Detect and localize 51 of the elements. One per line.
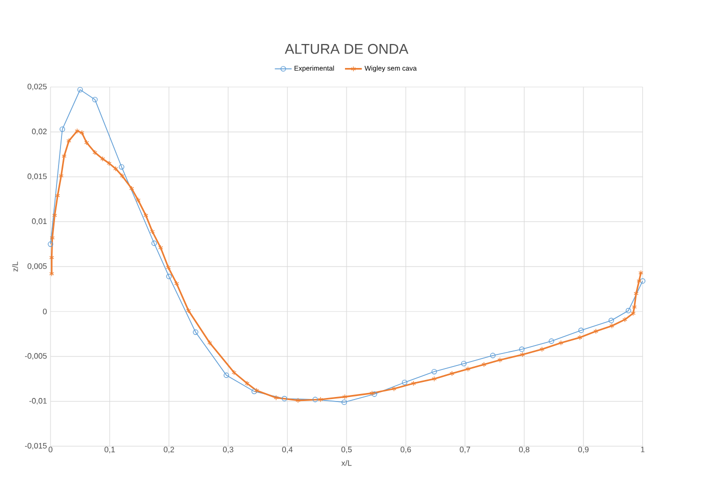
point: [372, 391, 378, 397]
point: [232, 370, 236, 376]
point: [166, 274, 172, 279]
point: [224, 372, 230, 378]
point: [636, 278, 642, 284]
point: [92, 96, 98, 102]
point: [118, 164, 124, 170]
point: [626, 308, 632, 314]
point: [60, 126, 66, 132]
point: [461, 360, 467, 366]
point: [630, 310, 636, 316]
point: [77, 86, 83, 92]
point: [608, 318, 614, 323]
point: [92, 150, 98, 156]
point: [74, 128, 80, 134]
point: [282, 396, 288, 402]
point: [166, 264, 171, 270]
point: [498, 357, 502, 362]
point: [84, 140, 90, 146]
point: [622, 316, 628, 322]
point: [192, 329, 198, 335]
point: [593, 328, 598, 334]
point: [136, 197, 141, 203]
point: [174, 280, 180, 286]
point: [392, 386, 396, 392]
point: [450, 370, 454, 376]
point: [482, 362, 486, 367]
point: [548, 338, 554, 344]
chart-title: ALTURA DE ONDA: [284, 44, 408, 54]
point: [370, 390, 374, 396]
point: [402, 379, 408, 385]
point: [158, 244, 164, 250]
point: [150, 228, 155, 234]
point: [540, 346, 544, 352]
point: [274, 394, 279, 400]
point: [432, 368, 437, 374]
point: [151, 240, 157, 246]
point: [318, 396, 323, 402]
point: [578, 327, 584, 333]
point: [254, 388, 259, 393]
point: [342, 399, 347, 405]
point: [113, 166, 118, 172]
point: [80, 130, 84, 136]
point: [186, 308, 191, 314]
point: [520, 352, 525, 358]
point: [312, 396, 318, 402]
point: [129, 186, 134, 191]
point: [490, 352, 496, 358]
point: [577, 334, 582, 340]
point: [519, 346, 525, 352]
point: [466, 366, 470, 372]
